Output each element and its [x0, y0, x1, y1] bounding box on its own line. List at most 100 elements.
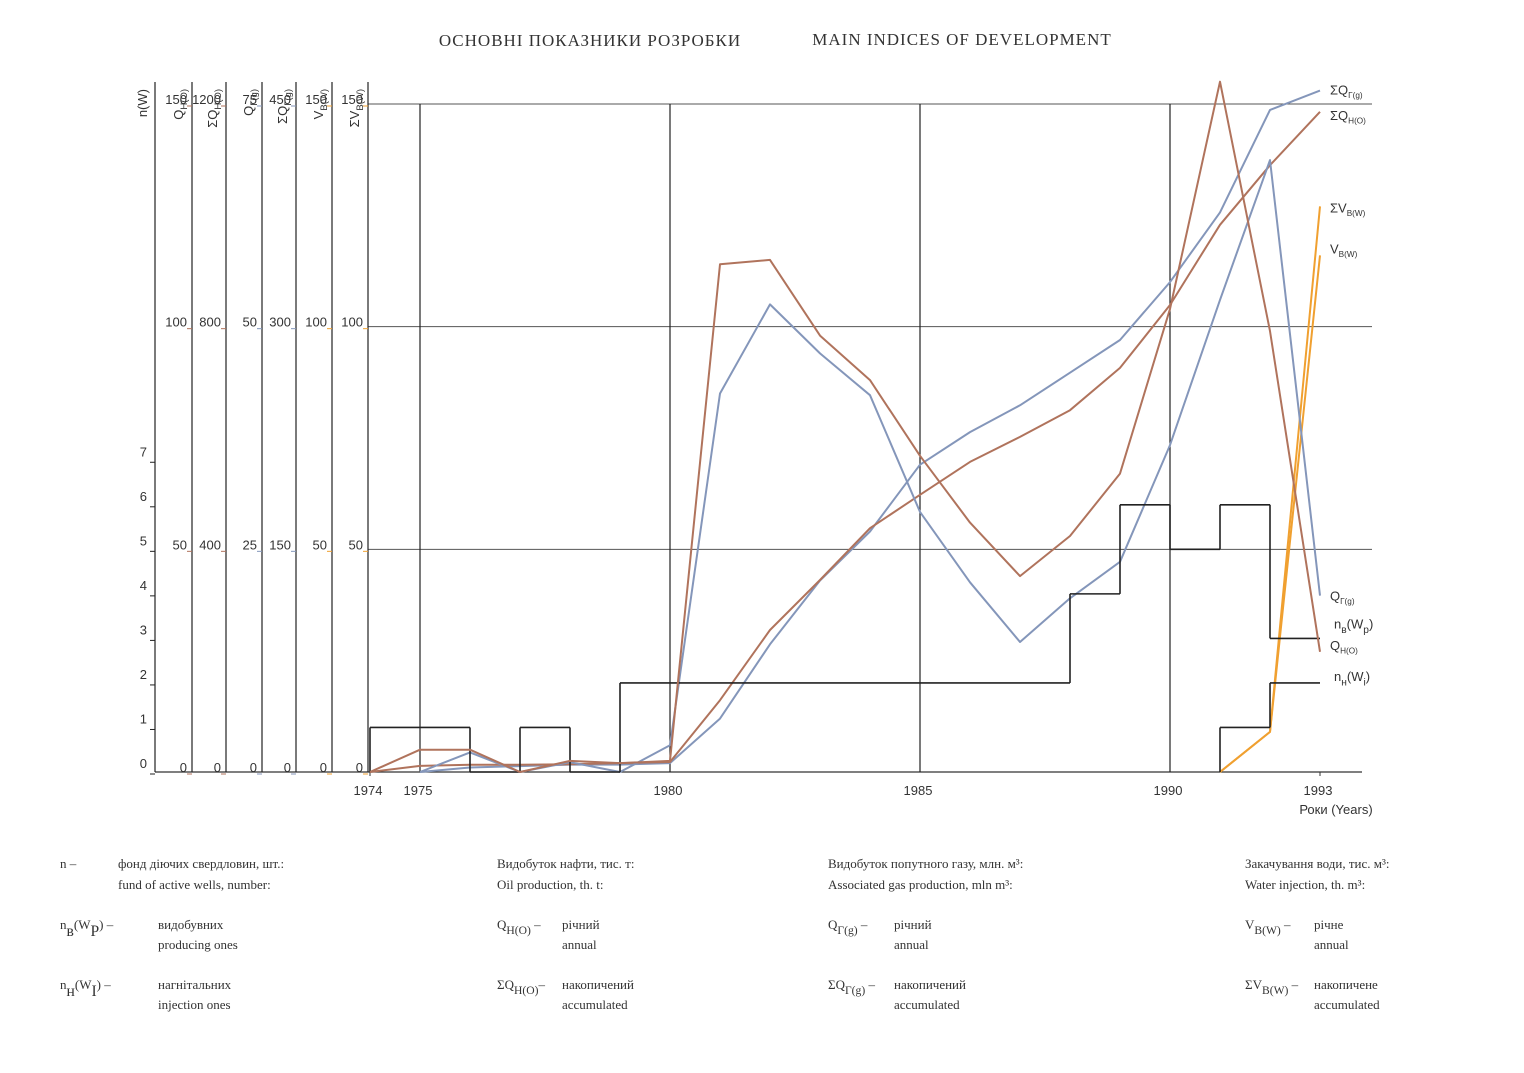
- legend-text: накопичене: [1314, 977, 1378, 992]
- series-line: [369, 80, 1321, 773]
- subscript: I: [91, 983, 96, 1000]
- subscript: в: [1341, 625, 1346, 636]
- legend-heading: fund of active wells, number:: [118, 877, 271, 892]
- y-tick-label: 100: [305, 315, 327, 330]
- y-tick-label: 75: [243, 92, 257, 107]
- x-axis-label: Роки (Years): [1299, 802, 1372, 817]
- y-tick-label: 50: [243, 315, 257, 330]
- y-axis-title: QГ(g): [241, 89, 260, 116]
- text-run: n: [1334, 669, 1341, 684]
- text-run: ΣQ: [1330, 83, 1348, 98]
- y-tick-label: 3: [140, 622, 147, 637]
- series-label: ΣVВ(W): [1330, 200, 1366, 218]
- y-axis-title: QН(О): [171, 89, 190, 120]
- text-run: –: [1281, 917, 1291, 932]
- y-tick-label: 7: [140, 444, 147, 459]
- x-tick-label: 1990: [1154, 783, 1183, 798]
- legend-text: накопичений: [894, 977, 966, 992]
- y-tick-label: 6: [140, 489, 147, 504]
- x-tick-label: 1974: [354, 783, 383, 798]
- subscript: i: [1363, 677, 1365, 688]
- y-tick-label: 50: [313, 537, 327, 552]
- legend-text: accumulated: [1314, 997, 1380, 1012]
- y-tick-label: 400: [199, 537, 221, 552]
- series-label: nн(Wi): [1334, 669, 1370, 689]
- text-run: ΣV: [1330, 200, 1347, 215]
- legend-text: річний: [894, 917, 932, 932]
- y-tick-label: 50: [173, 537, 187, 552]
- x-tick-label: 1985: [904, 783, 933, 798]
- series-label: ΣQН(О): [1330, 108, 1366, 126]
- y-tick-label: 0: [356, 760, 363, 775]
- subscript: н: [1341, 677, 1347, 688]
- y-tick-label: 0: [320, 760, 327, 775]
- text-run: n(W): [135, 89, 150, 117]
- text-run: (W: [75, 977, 92, 992]
- x-tick-label: 1980: [654, 783, 683, 798]
- text-run: –: [537, 977, 545, 992]
- legend-symbol: nн(WI) –: [60, 977, 111, 1000]
- series-label: nв(Wр): [1334, 616, 1373, 636]
- legend-text: annual: [894, 937, 929, 952]
- legend-symbol: ΣQГ(g) –: [828, 977, 875, 997]
- subscript: Н(О): [506, 924, 531, 937]
- y-tick-label: 150: [165, 92, 187, 107]
- y-axis-title: ΣVВ(W): [347, 89, 366, 127]
- y-tick-label: 150: [305, 92, 327, 107]
- y-tick-label: 100: [165, 315, 187, 330]
- legend-text: річний: [562, 917, 600, 932]
- subscript: В(W): [1262, 984, 1289, 997]
- y-tick-label: 25: [243, 537, 257, 552]
- y-axis-title: ΣQГ(g): [275, 89, 294, 124]
- y-tick-label: 450: [269, 92, 291, 107]
- subscript: Г(g): [1340, 597, 1355, 606]
- subscript: в: [67, 923, 74, 940]
- text-run: n –: [60, 856, 77, 871]
- subscript: Н(О): [1348, 116, 1366, 125]
- series-label: VВ(W): [1330, 241, 1358, 259]
- y-tick-label: 0: [140, 756, 147, 771]
- series-line: [1219, 255, 1321, 773]
- text-run: (W: [1347, 616, 1364, 631]
- legend-text: accumulated: [894, 997, 960, 1012]
- legend-heading: Associated gas production, mln m³:: [828, 877, 1013, 892]
- legend-text: annual: [562, 937, 597, 952]
- legend-heading: Water injection, th. m³:: [1245, 877, 1365, 892]
- legend-symbol: VВ(W) –: [1245, 917, 1291, 937]
- y-tick-label: 2: [140, 667, 147, 682]
- legend-text: annual: [1314, 937, 1349, 952]
- legend-symbol: n –: [60, 856, 77, 871]
- y-tick-label: 300: [269, 315, 291, 330]
- y-tick-label: 0: [284, 760, 291, 775]
- legend-text: видобувних: [158, 917, 224, 932]
- legend-text: річне: [1314, 917, 1344, 932]
- legend-symbol: ΣVВ(W) –: [1245, 977, 1299, 997]
- text-run: ) –: [99, 917, 114, 932]
- legend-symbol: ΣQН(О)–: [497, 977, 545, 997]
- subscript: Р: [90, 923, 99, 940]
- y-tick-label: 5: [140, 533, 147, 548]
- text-run: Q: [1330, 589, 1340, 604]
- y-tick-label: 100: [341, 315, 363, 330]
- x-tick-label: 1975: [404, 783, 433, 798]
- y-tick-label: 150: [269, 537, 291, 552]
- subscript: Г(g): [845, 984, 865, 997]
- subscript: Г(g): [837, 924, 857, 937]
- text-run: V: [311, 110, 326, 119]
- legend-text: injection ones: [158, 997, 231, 1012]
- legend-heading: Видобуток нафти, тис. т:: [497, 856, 634, 871]
- subscript: Н(О): [179, 89, 190, 110]
- legend-symbol: QГ(g) –: [828, 917, 868, 937]
- series-label: QН(О): [1330, 638, 1358, 656]
- text-run: ΣQ: [497, 977, 515, 992]
- y-tick-label: 0: [250, 760, 257, 775]
- legend-text: нагнітальних: [158, 977, 232, 992]
- subscript: В(W): [1254, 924, 1281, 937]
- y-tick-label: 1200: [192, 92, 221, 107]
- y-axis-title: n(W): [135, 89, 150, 117]
- chart-subtitle: MAIN INDICES OF DEVELOPMENT: [812, 30, 1111, 49]
- legend-text: накопичений: [562, 977, 634, 992]
- text-run: V: [1245, 917, 1255, 932]
- subscript: Н(О): [1340, 646, 1358, 655]
